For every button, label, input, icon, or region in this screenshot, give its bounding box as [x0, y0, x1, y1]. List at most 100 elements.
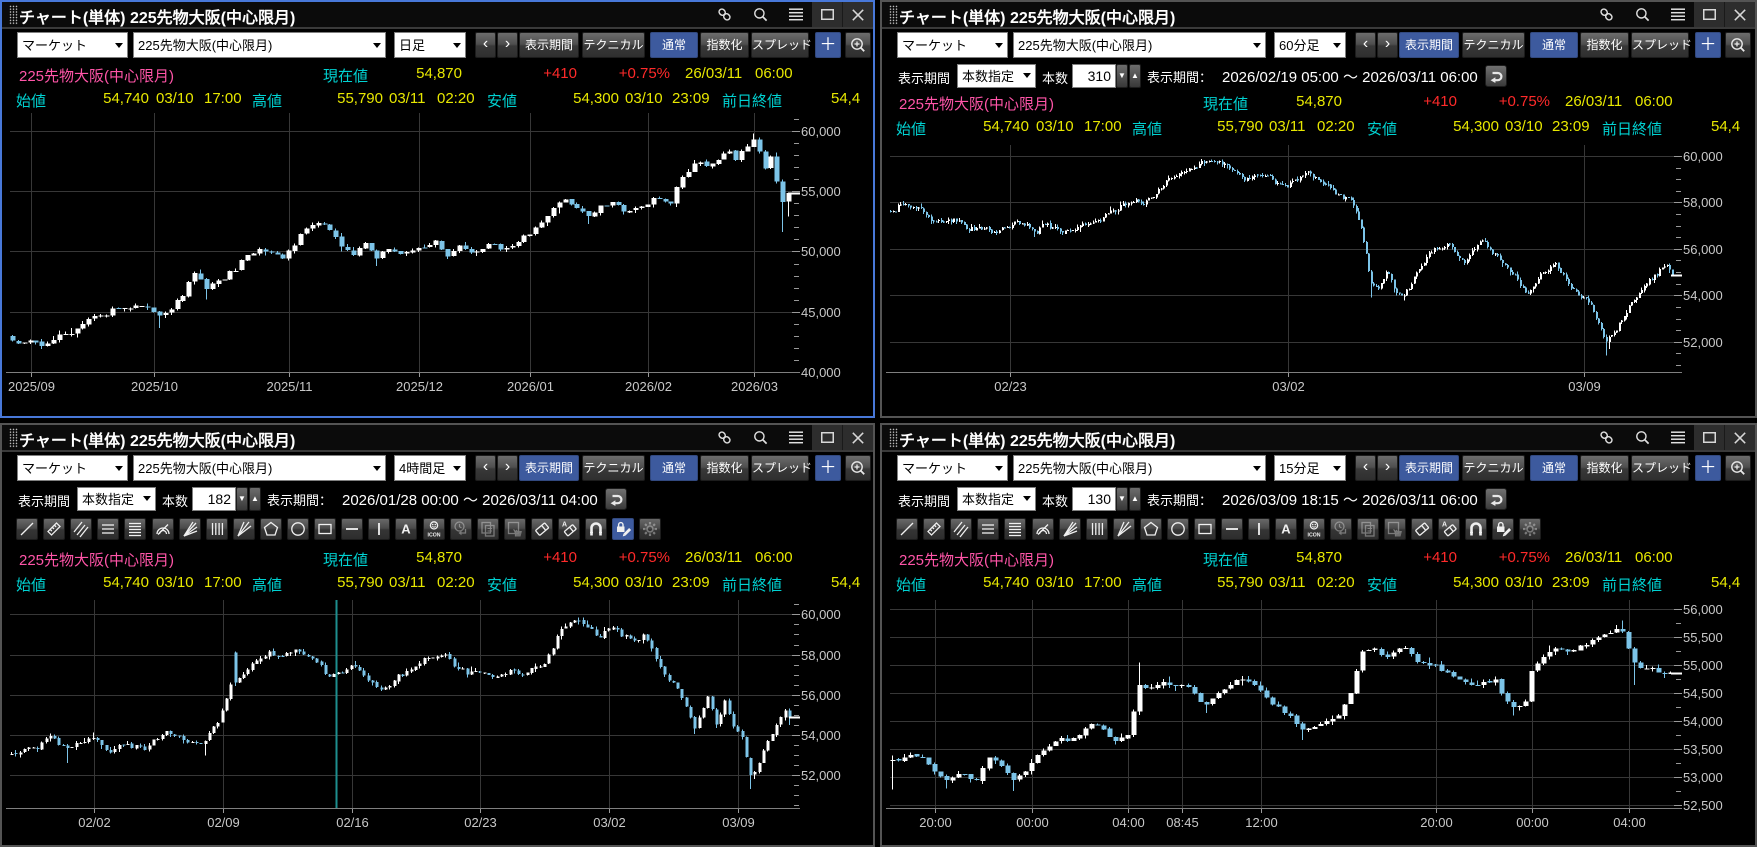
maximize-button[interactable] [1694, 2, 1724, 27]
icon-stamp-tool[interactable]: ICON [1302, 518, 1325, 540]
icon-stamp-tool[interactable]: ICON [422, 518, 445, 540]
maximize-button[interactable] [812, 425, 842, 450]
close-button[interactable] [842, 2, 872, 27]
ruler-tool[interactable] [923, 518, 946, 540]
horizontal-lines-tool[interactable] [977, 518, 1000, 540]
timeframe-select[interactable]: 日足 [394, 32, 466, 58]
fib-retracement-tool[interactable] [1004, 518, 1027, 540]
next-button[interactable]: › [1377, 32, 1398, 58]
count-increment-button[interactable]: ▲ [249, 487, 261, 511]
zoom-in-button[interactable] [845, 32, 871, 58]
fib-arc-tool[interactable] [1031, 518, 1054, 540]
spread-mode-button[interactable]: スプレッド [751, 455, 812, 481]
gann-fan-tool[interactable] [1112, 518, 1135, 540]
reset-period-button[interactable] [605, 488, 627, 510]
fib-fan-tool[interactable] [178, 518, 201, 540]
fib-fan-tool[interactable] [1058, 518, 1081, 540]
bar-count-input[interactable] [1072, 487, 1116, 511]
timeframe-select[interactable]: 60分足 [1274, 32, 1346, 58]
magnet-tool[interactable] [1465, 518, 1488, 540]
rectangle-tool[interactable] [314, 518, 337, 540]
zoom-in-button[interactable] [1725, 455, 1751, 481]
spread-mode-button[interactable]: スプレッド [1631, 32, 1692, 58]
link-windows-icon[interactable] [1595, 425, 1617, 450]
close-button[interactable] [1724, 2, 1754, 27]
prev-button[interactable]: ‹ [475, 32, 496, 58]
settings-tool[interactable] [639, 518, 662, 540]
search-icon[interactable] [1631, 2, 1653, 27]
indexed-mode-button[interactable]: 指数化 [700, 32, 749, 58]
count-increment-button[interactable]: ▲ [1129, 487, 1141, 511]
trendline-tool[interactable] [896, 518, 918, 540]
display-period-button[interactable]: 表示期間 [519, 455, 579, 481]
reset-period-button[interactable] [1485, 65, 1507, 87]
timeframe-select[interactable]: 4時間足 [394, 455, 466, 481]
history-tool[interactable] [449, 518, 472, 540]
horizontal-lines-tool[interactable] [97, 518, 120, 540]
parallel-lines-tool[interactable] [70, 518, 93, 540]
link-windows-icon[interactable] [1595, 2, 1617, 27]
pentagon-tool[interactable] [1139, 518, 1162, 540]
indexed-mode-button[interactable]: 指数化 [1580, 32, 1629, 58]
next-button[interactable]: › [497, 32, 518, 58]
trendline-tool[interactable] [16, 518, 38, 540]
add-chart-button[interactable]: ＋ [815, 455, 841, 481]
candlestick-chart[interactable]: 52,500 53,000 53,500 54,000 54,500 55,000 55,5… [882, 595, 1755, 845]
bar-count-input[interactable] [1072, 64, 1116, 88]
ellipse-tool[interactable] [287, 518, 309, 540]
count-increment-button[interactable]: ▲ [1129, 64, 1141, 88]
fib-arc-tool[interactable] [151, 518, 174, 540]
zoom-in-button[interactable] [1725, 32, 1751, 58]
pentagon-tool[interactable] [259, 518, 282, 540]
market-select[interactable]: マーケット [897, 455, 1008, 481]
prev-button[interactable]: ‹ [1355, 455, 1376, 481]
technical-button[interactable]: テクニカル [1462, 32, 1525, 58]
copy-tool[interactable] [476, 518, 499, 540]
eraser-tool[interactable] [1410, 518, 1433, 540]
market-select[interactable]: マーケット [17, 455, 128, 481]
candlestick-chart[interactable]: 52,000 54,000 56,000 58,000 60,000 02/23 03/02… [882, 139, 1755, 416]
display-period-button[interactable]: 表示期間 [1399, 32, 1459, 58]
copy-tool[interactable] [1356, 518, 1379, 540]
technical-button[interactable]: テクニカル [582, 32, 645, 58]
menu-icon[interactable] [785, 2, 807, 27]
text-tool[interactable]: A [395, 518, 418, 540]
move-tool[interactable] [1383, 518, 1406, 540]
menu-icon[interactable] [785, 425, 807, 450]
prev-button[interactable]: ‹ [1355, 32, 1376, 58]
vertical-lines-tool[interactable] [205, 518, 228, 540]
technical-button[interactable]: テクニカル [1462, 455, 1525, 481]
technical-button[interactable]: テクニカル [582, 455, 645, 481]
lock-edit-tool[interactable] [1492, 518, 1515, 540]
settings-tool[interactable] [1519, 518, 1542, 540]
menu-icon[interactable] [1667, 2, 1689, 27]
link-windows-icon[interactable] [713, 425, 735, 450]
candlestick-chart[interactable]: 40,000 45,000 50,000 55,000 60,000 2025/09 202… [2, 111, 873, 416]
period-mode-select[interactable]: 本数指定 [957, 487, 1036, 511]
history-tool[interactable] [1329, 518, 1352, 540]
maximize-button[interactable] [812, 2, 842, 27]
instrument-select[interactable]: 225先物大阪(中心限月) [1013, 32, 1266, 58]
count-decrement-button[interactable]: ▼ [236, 487, 248, 511]
add-chart-button[interactable]: ＋ [1695, 455, 1721, 481]
next-button[interactable]: › [1377, 455, 1398, 481]
gann-fan-tool[interactable] [232, 518, 255, 540]
prev-button[interactable]: ‹ [475, 455, 496, 481]
close-button[interactable] [842, 425, 872, 450]
indexed-mode-button[interactable]: 指数化 [700, 455, 749, 481]
text-tool[interactable]: A [1275, 518, 1298, 540]
link-windows-icon[interactable] [713, 2, 735, 27]
spread-mode-button[interactable]: スプレッド [751, 32, 812, 58]
add-chart-button[interactable]: ＋ [1695, 32, 1721, 58]
instrument-select[interactable]: 225先物大阪(中心限月) [133, 32, 386, 58]
eraser-text-tool[interactable]: A [1438, 518, 1460, 540]
display-period-button[interactable]: 表示期間 [1399, 455, 1459, 481]
market-select[interactable]: マーケット [897, 32, 1008, 58]
add-chart-button[interactable]: ＋ [815, 32, 841, 58]
drag-handle-icon[interactable] [9, 428, 18, 448]
eraser-text-tool[interactable]: A [558, 518, 580, 540]
vertical-line-tool[interactable] [368, 518, 391, 540]
market-select[interactable]: マーケット [17, 32, 128, 58]
drag-handle-icon[interactable] [889, 428, 898, 448]
search-icon[interactable] [749, 2, 771, 27]
